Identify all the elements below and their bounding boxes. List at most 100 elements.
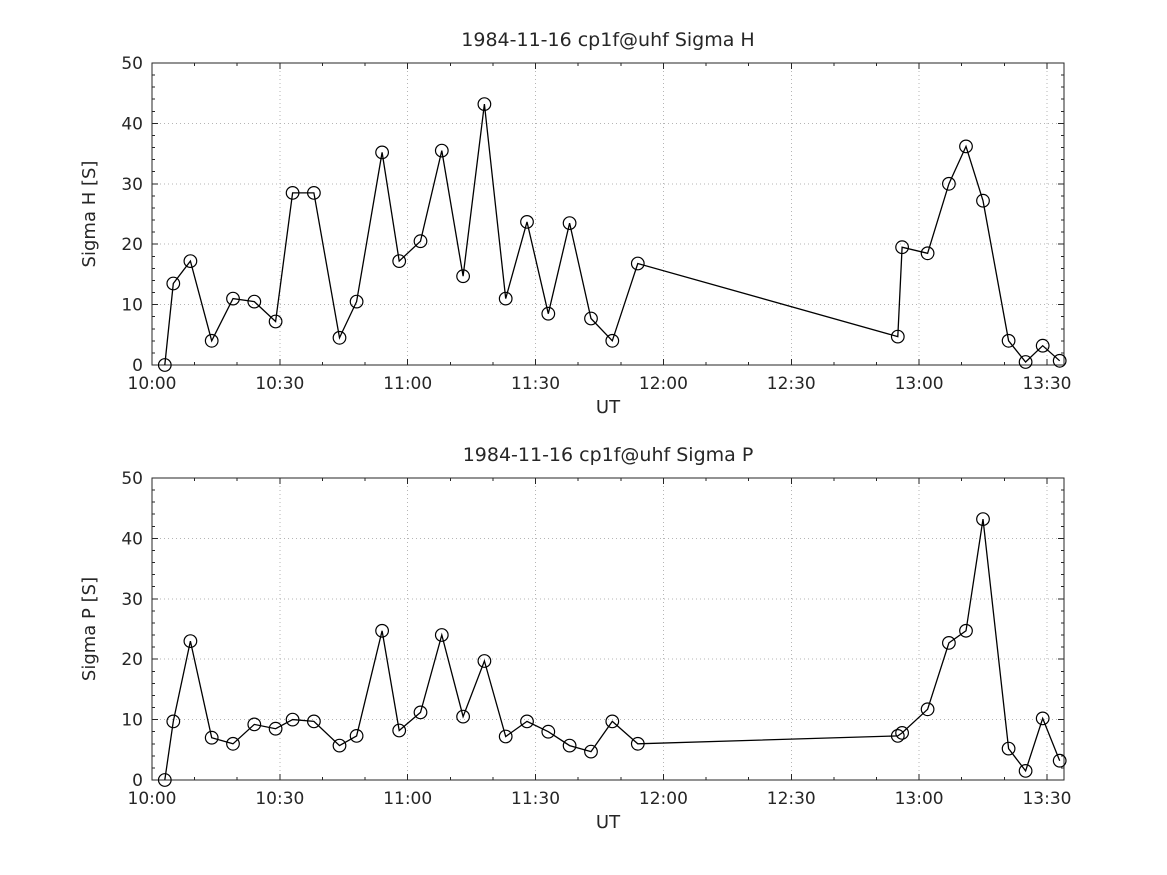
x-axis-label: UT [596,812,621,833]
x-tick-label: 13:00 [895,789,944,809]
data-point-marker [959,139,973,154]
chart-title: 1984-11-16 cp1f@uhf Sigma H [461,29,754,51]
data-point-marker [307,185,321,200]
data-point-marker [226,291,240,306]
data-point-marker [456,709,471,724]
x-tick-label: 10:30 [255,789,304,809]
data-point-marker [434,143,449,158]
x-tick-label: 13:30 [1022,789,1071,809]
data-point-marker [605,333,620,348]
data-point-marker [895,726,909,740]
data-point-marker [332,738,347,753]
y-tick-label: 50 [121,54,143,74]
data-point-marker [157,358,172,372]
data-point-marker [456,269,471,284]
data-point-marker [349,729,364,743]
series-line [164,519,1061,781]
data-point-marker [349,294,364,309]
data-point-marker [247,294,262,309]
y-tick-label: 0 [132,771,143,791]
data-point-marker [1052,353,1067,368]
x-tick-label: 10:00 [128,789,177,809]
x-tick-label: 12:30 [767,374,816,394]
data-point-marker [630,256,645,271]
data-point-marker [1001,741,1016,756]
x-tick-label: 13:00 [895,374,944,394]
data-point-marker [183,634,198,648]
data-point-marker [959,623,973,638]
data-point-marker [541,724,556,739]
y-tick-label: 30 [121,590,143,610]
axes-box [151,477,1065,781]
data-point-marker [247,717,262,732]
data-point-marker [166,276,181,291]
data-point-marker [520,214,534,229]
data-point-marker [183,254,198,269]
data-point-marker [434,628,449,642]
y-tick-label: 20 [121,235,143,255]
data-point-marker [413,234,428,249]
data-point-marker [204,730,219,745]
data-point-marker [375,623,390,638]
data-point-marker [1052,753,1067,768]
x-tick-label: 13:30 [1022,374,1071,394]
axes-box [151,62,1065,366]
data-point-marker [1018,764,1033,778]
y-tick-label: 0 [132,356,143,376]
data-point-marker [890,729,905,743]
x-tick-label: 11:30 [511,374,560,394]
y-axis-label: Sigma H [S] [79,161,100,268]
data-point-marker [498,729,513,744]
data-point-marker [890,329,905,344]
series-line [164,104,1061,366]
x-tick-label: 11:00 [383,374,432,394]
data-point-marker [895,240,909,255]
data-point-marker [413,705,428,720]
y-tick-label: 50 [121,469,143,489]
data-point-marker [268,314,283,329]
data-point-marker [630,736,645,751]
data-point-marker [584,311,598,326]
data-point-marker [976,193,990,208]
data-point-marker [584,744,598,759]
x-tick-label: 12:00 [639,789,688,809]
data-point-marker [477,97,492,111]
y-tick-label: 40 [121,114,143,134]
data-point-marker [392,254,407,269]
y-axis-label: Sigma P [S] [79,577,100,681]
data-point-marker [562,216,577,231]
data-point-marker [1001,333,1016,348]
data-point-marker [562,738,577,753]
data-point-marker [605,714,620,729]
chart: 10:00 10:30 11:00 11:30 12:00 12:30 13:00 13:30… [79,29,1071,418]
y-tick-label: 40 [121,529,143,549]
data-point-marker [392,723,407,738]
data-point-marker [498,291,513,306]
x-tick-label: 12:30 [767,789,816,809]
data-point-marker [375,145,390,160]
y-tick-label: 10 [121,296,143,316]
data-point-marker [942,636,956,650]
data-point-marker [157,773,172,787]
chart-title: 1984-11-16 cp1f@uhf Sigma P [463,444,754,466]
data-point-marker [920,702,935,717]
data-point-marker [520,714,534,729]
data-point-marker [226,736,240,751]
data-point-marker [166,714,181,729]
y-tick-label: 20 [121,650,143,670]
y-tick-label: 30 [121,175,143,195]
data-point-marker [1035,338,1050,353]
data-point-marker [920,246,935,261]
x-axis-label: UT [596,397,621,418]
data-point-marker [1018,355,1033,369]
data-point-marker [307,714,321,729]
data-point-marker [541,306,556,321]
data-point-marker [1035,711,1050,726]
x-tick-label: 12:00 [639,374,688,394]
data-point-marker [332,330,347,345]
data-point-marker [285,185,300,200]
x-tick-label: 10:30 [255,374,304,394]
chart: 10:00 10:30 11:00 11:30 12:00 12:30 13:00 13:30… [79,444,1071,833]
